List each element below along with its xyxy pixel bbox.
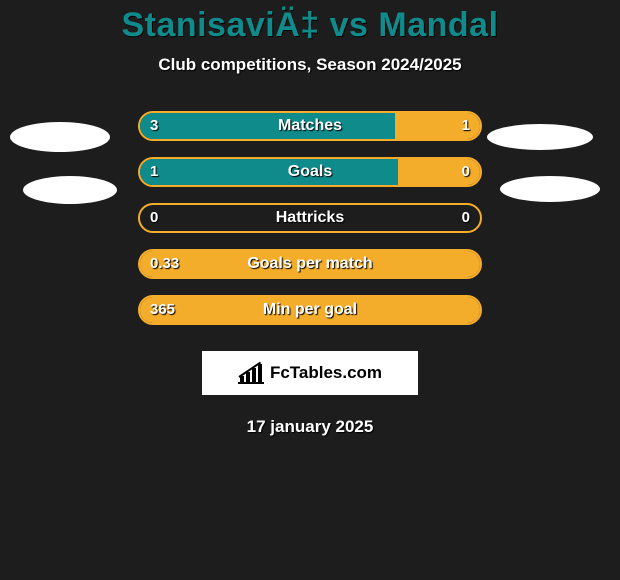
stat-value-right: 0 (462, 203, 470, 233)
brand-badge: FcTables.com (202, 351, 418, 395)
stats-rows: 31Matches10Goals00Hattricks0.33Goals per… (70, 103, 550, 333)
brand-text: FcTables.com (270, 363, 382, 383)
stat-value-left: 365 (150, 295, 175, 325)
stat-value-left: 1 (150, 157, 158, 187)
snapshot-date: 17 january 2025 (0, 417, 620, 437)
stat-row: 3 1Matches (70, 103, 550, 149)
stat-label: Matches (70, 111, 550, 141)
stat-value-left: 3 (150, 111, 158, 141)
brand-chart-icon (238, 362, 264, 384)
stat-value-left: 0.33 (150, 249, 179, 279)
stat-value-right: 1 (462, 111, 470, 141)
stat-label: Hattricks (70, 203, 550, 233)
stat-row: 0 0Hattricks (70, 195, 550, 241)
page-subtitle: Club competitions, Season 2024/2025 (0, 55, 620, 75)
stat-row: 0.33Goals per match (70, 241, 550, 287)
stat-label: Goals (70, 157, 550, 187)
stat-label: Min per goal (70, 295, 550, 325)
stat-value-right: 0 (462, 157, 470, 187)
stat-value-left: 0 (150, 203, 158, 233)
comparison-card: StanisaviÄ‡ vs Mandal Club competitions,… (0, 0, 620, 580)
stat-label: Goals per match (70, 249, 550, 279)
stat-row: 365Min per goal (70, 287, 550, 333)
page-title: StanisaviÄ‡ vs Mandal (0, 0, 620, 45)
stat-row: 1 0Goals (70, 149, 550, 195)
